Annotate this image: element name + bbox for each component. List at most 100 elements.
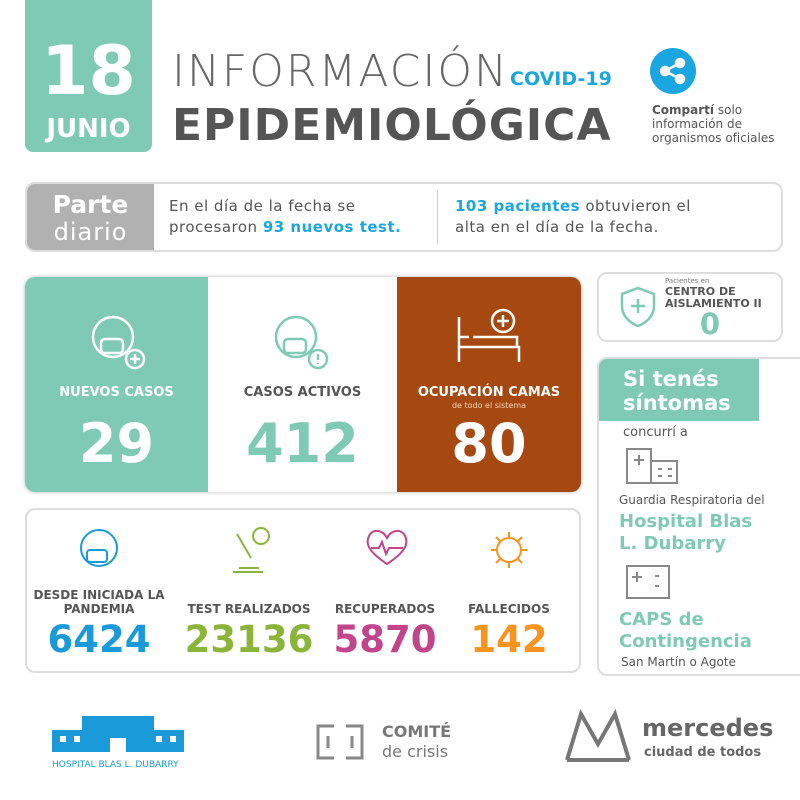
decoration [626, 565, 670, 599]
report-label-top: Parte [52, 190, 129, 219]
share-note: Compartí solo información de organismos … [652, 103, 792, 145]
stat-sublabel: de todo el sistema [451, 401, 527, 410]
stat-label: CASOS ACTIVOS [243, 385, 362, 400]
total-value: 6424 [47, 618, 151, 661]
decoration [659, 65, 671, 77]
report-left-highlight: 93 nuevos test. [262, 218, 402, 236]
total-value: 5870 [333, 618, 437, 661]
title-bottom: EPIDEMIOLÓGICA [172, 100, 612, 151]
decoration [457, 317, 521, 362]
decoration [233, 527, 270, 573]
decoration [620, 286, 656, 328]
decoration [170, 736, 176, 742]
decoration [497, 315, 509, 327]
total: RECUPERADOS 5870 [315, 582, 455, 661]
report-left: En el día de la fecha se procesaron 93 n… [169, 196, 424, 238]
report-left-text: En el día de la fecha se procesaron [169, 197, 356, 236]
decoration [124, 348, 146, 370]
total-label: RECUPERADOS [334, 602, 436, 616]
total-label: DESDE INICIADA LA PANDEMIA [33, 588, 165, 616]
report-label-bottom: diario [53, 218, 128, 246]
decoration [316, 724, 364, 760]
stat-beds: OCUPACIÓN CAMAS de todo el sistema 80 [397, 277, 581, 492]
stat-value: 80 [451, 412, 527, 475]
decoration [490, 308, 516, 334]
decoration [60, 736, 66, 742]
decoration [565, 708, 631, 762]
footer-hospital: HOSPITAL BLAS L. DUBARRY [52, 760, 179, 770]
total: TEST REALIZADOS 23136 [179, 582, 319, 661]
decoration [626, 565, 670, 599]
decoration [274, 315, 329, 370]
footer-committee-top: COMITÉ [382, 722, 452, 741]
decoration [110, 738, 126, 752]
total-value: 142 [470, 618, 548, 661]
stat-value: 412 [246, 412, 359, 475]
stat-value: 29 [78, 412, 155, 475]
decoration [366, 530, 408, 566]
isolation-value: 0 [699, 307, 721, 341]
daily-report: Parte diario En el día de la fecha se pr… [25, 182, 783, 252]
stat-label: OCUPACIÓN CAMAS [417, 385, 561, 400]
caps-icon [626, 565, 670, 599]
date-day: 18 [41, 32, 136, 111]
place-1: Hospital Blas L. Dubarry [619, 511, 753, 554]
report-label: Parte diario [27, 184, 154, 250]
decoration [491, 532, 527, 568]
isolation-pre: Pacientes en [665, 277, 710, 285]
decoration [650, 48, 696, 94]
date-month: JUNIO [46, 114, 131, 144]
decoration [99, 337, 125, 355]
decoration [282, 337, 308, 355]
decoration [91, 315, 135, 359]
decoration [60, 736, 176, 752]
share-icon[interactable] [650, 48, 696, 94]
decoration [316, 724, 364, 760]
total: FALLECIDOS 142 [439, 582, 579, 661]
decoration [631, 299, 645, 313]
decoration [80, 529, 118, 567]
decoration [156, 736, 162, 742]
stat-active: CASOS ACTIVOS 412 [208, 277, 397, 492]
decoration [659, 57, 686, 85]
footer-city-tagline: ciudad de todos [644, 745, 762, 760]
decoration [366, 530, 408, 566]
decoration [632, 572, 659, 587]
stat-new: NUEVOS CASOS 29 [25, 277, 208, 492]
bed-icon [457, 308, 521, 362]
decoration [252, 527, 270, 545]
committee-logo [316, 724, 364, 760]
footer-city: mercedes [642, 714, 774, 742]
decoration [626, 448, 652, 484]
decoration [82, 716, 154, 732]
decoration [74, 736, 80, 742]
report-right-highlight: 103 pacientes [455, 197, 581, 215]
decoration [626, 448, 678, 484]
decoration [307, 348, 329, 370]
decoration [80, 529, 118, 567]
divider [437, 190, 438, 244]
totals-panel: DESDE INICIADA LA PANDEMIA 6424 TEST REAL… [25, 508, 581, 673]
heart-icon [366, 530, 408, 566]
place-2-address: San Martín o Agote [621, 655, 736, 669]
share-text: solo información de organismos oficiales [652, 103, 775, 145]
hospital-icon [626, 448, 678, 484]
decoration [274, 315, 318, 359]
place-2: CAPS de Contingencia [619, 609, 752, 652]
decoration [674, 57, 686, 69]
decoration [650, 460, 678, 484]
hospital-logo [52, 716, 184, 752]
decoration [674, 73, 686, 85]
share-bold: Compartí [652, 103, 715, 117]
report-right: 103 pacientes obtuvieron el alta en el d… [455, 196, 715, 238]
decoration [491, 532, 527, 568]
decoration [457, 308, 521, 362]
stat-label: NUEVOS CASOS [59, 385, 174, 400]
stats-panel: NUEVOS CASOS 29 CASOS ACTIVOS 412 OCUPAC… [25, 277, 581, 492]
symptoms-title: Si tenés síntomas [599, 359, 759, 421]
decoration [91, 315, 146, 370]
shield-icon [620, 286, 656, 328]
mask-icon [91, 315, 146, 370]
decoration [130, 354, 140, 364]
